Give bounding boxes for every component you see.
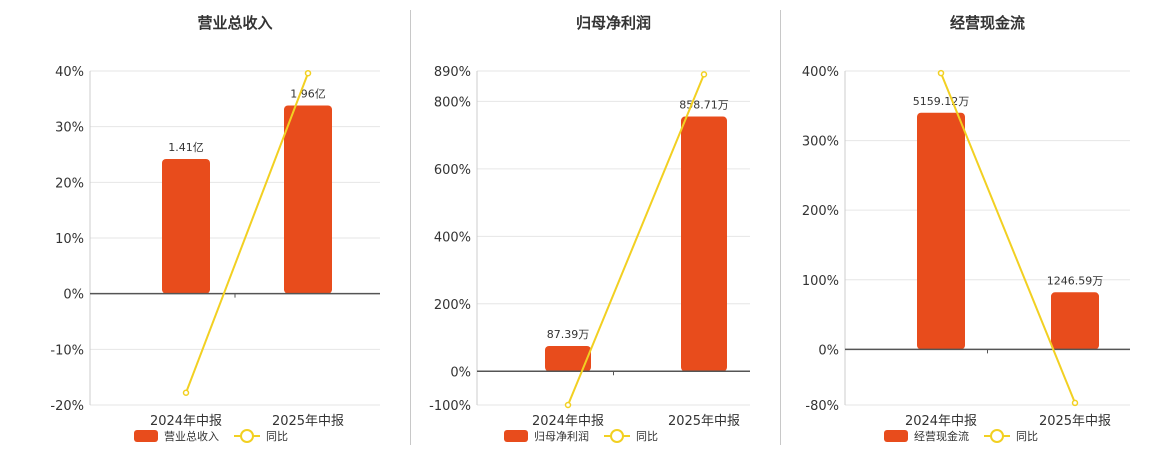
- yoy-point: [937, 69, 945, 77]
- y-tick-label: -10%: [50, 343, 84, 358]
- chart-title: 经营现金流: [950, 14, 1025, 32]
- bar: [917, 112, 965, 350]
- legend-bar-label: 经营现金流: [914, 429, 969, 443]
- legend-line-marker: [610, 429, 624, 443]
- x-category-label: 2024年中报: [532, 414, 604, 429]
- y-tick-label: 800%: [434, 95, 471, 110]
- yoy-point: [700, 71, 708, 78]
- legend-line-label: 同比: [636, 430, 658, 443]
- legend-bar-label: 归母净利润: [534, 429, 589, 443]
- yoy-point: [564, 401, 572, 409]
- legend-bar-swatch: [884, 430, 908, 442]
- bar-data-label: 5159.12万: [913, 95, 970, 108]
- y-tick-label: 0%: [63, 288, 84, 303]
- chart-panel-revenue: 营业总收入 40% 30% 20% 10% 0% -10% -20% 1.41亿 1.96亿 202…: [30, 0, 402, 450]
- chart-panel-net-profit: 归母净利润 890% 800% 600% 400% 200% 0% -100% 87.39万 85…: [410, 0, 782, 450]
- yoy-point: [1071, 399, 1079, 407]
- y-tick-label: 0%: [818, 343, 839, 358]
- legend-bar-swatch: [504, 430, 528, 442]
- x-category-label: 2024年中报: [150, 414, 222, 429]
- y-tick-label: -20%: [50, 399, 84, 414]
- x-category-label: 2025年中报: [668, 414, 740, 429]
- yoy-line: [567, 73, 705, 406]
- panel-divider: [780, 10, 781, 445]
- y-tick-label: 40%: [55, 65, 84, 80]
- y-tick-label: 20%: [55, 176, 84, 191]
- y-tick-label: 100%: [802, 274, 839, 289]
- x-category-label: 2024年中报: [905, 414, 977, 429]
- yoy-point: [182, 389, 190, 397]
- legend-line-marker: [990, 429, 1004, 443]
- y-tick-label: -80%: [805, 399, 839, 414]
- bar: [681, 116, 727, 372]
- panel-divider: [410, 10, 411, 445]
- yoy-line: [185, 72, 309, 394]
- bar-data-label: 1.41亿: [168, 141, 204, 154]
- chart-title: 归母净利润: [576, 14, 651, 32]
- bar: [162, 158, 210, 294]
- bar-data-label: 87.39万: [547, 328, 590, 341]
- bar: [1051, 292, 1099, 350]
- y-tick-label: 200%: [434, 298, 471, 313]
- bar-data-label: 858.71万: [679, 99, 729, 112]
- x-category-label: 2025年中报: [272, 414, 344, 429]
- legend-bar-swatch: [134, 430, 158, 442]
- bar: [284, 105, 332, 294]
- bar-data-label: 1246.59万: [1047, 274, 1104, 287]
- revenue-chart-svg: 营业总收入 40% 30% 20% 10% 0% -10% -20% 1.41亿 1.96亿 202…: [50, 14, 380, 443]
- legend-line-label: 同比: [266, 430, 288, 443]
- cash-flow-chart-svg: 经营现金流 400% 300% 200% 100% 0% -80% 5159.12万 1246.…: [802, 14, 1130, 443]
- y-tick-label: -100%: [429, 399, 471, 414]
- y-tick-label: 890%: [434, 65, 471, 80]
- y-tick-label: 200%: [802, 204, 839, 219]
- y-tick-label: 600%: [434, 163, 471, 178]
- y-tick-label: 400%: [802, 65, 839, 80]
- chart-title: 营业总收入: [197, 14, 272, 32]
- net-profit-chart-svg: 归母净利润 890% 800% 600% 400% 200% 0% -100% 87.39万 85…: [429, 14, 750, 443]
- y-tick-label: 10%: [55, 232, 84, 247]
- chart-panel-cash-flow: 经营现金流 400% 300% 200% 100% 0% -80% 5159.12万 1246.…: [780, 0, 1152, 450]
- x-category-label: 2025年中报: [1039, 414, 1111, 429]
- yoy-point: [304, 69, 312, 77]
- y-tick-label: 0%: [450, 365, 471, 380]
- bar-data-label: 1.96亿: [290, 88, 326, 101]
- bar: [545, 345, 591, 372]
- legend-line-marker: [240, 429, 254, 443]
- y-tick-label: 30%: [55, 121, 84, 136]
- yoy-line: [940, 72, 1076, 404]
- legend-line-label: 同比: [1016, 430, 1038, 443]
- legend-bar-label: 营业总收入: [164, 429, 219, 443]
- y-tick-label: 300%: [802, 135, 839, 150]
- y-tick-label: 400%: [434, 230, 471, 245]
